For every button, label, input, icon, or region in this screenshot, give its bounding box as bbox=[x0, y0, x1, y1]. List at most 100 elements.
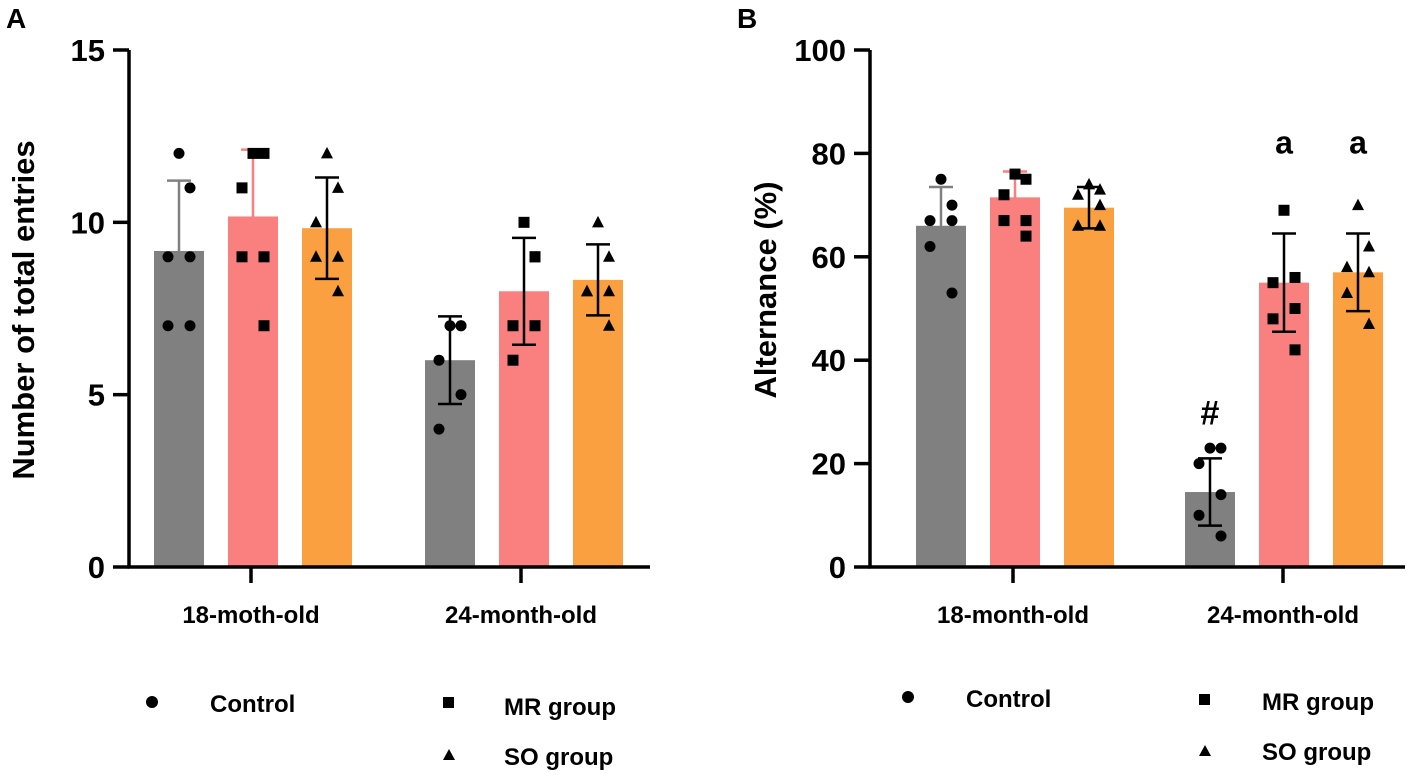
pa-point-mr-1-3 bbox=[529, 320, 541, 332]
pb-bar-so-1 bbox=[1333, 272, 1383, 567]
pa-point-control-1-3 bbox=[455, 389, 467, 401]
pa-point-control-0-0 bbox=[173, 147, 185, 159]
pa-point-control-0-4 bbox=[162, 320, 174, 332]
pa-y-tick-label-10: 10 bbox=[71, 205, 105, 240]
pa-point-mr-1-4 bbox=[507, 354, 519, 366]
pa-point-control-1-5 bbox=[455, 320, 467, 332]
pb-point-so-0-5 bbox=[1094, 219, 1106, 231]
pb-point-so-1-4 bbox=[1341, 286, 1353, 298]
panel-b: B Alternance (%) 0 20 40 60 80 100 18-month-ol… bbox=[737, 3, 1405, 766]
pb-y-tick-label-100: 100 bbox=[794, 33, 846, 68]
panel-letter-a: A bbox=[6, 3, 26, 34]
plot-area-a: 0 5 10 15 18-moth-old 24-month-old bbox=[71, 33, 650, 629]
pb-point-mr-0-3 bbox=[1020, 215, 1032, 227]
pb-point-mr-0-4 bbox=[998, 215, 1010, 227]
pb-point-control-0-4 bbox=[924, 240, 936, 252]
pb-point-mr-0-0 bbox=[1009, 168, 1021, 180]
pb-y-tick-label-60: 60 bbox=[812, 240, 846, 275]
pb-point-so-0-1 bbox=[1094, 183, 1106, 195]
pb-point-so-1-3 bbox=[1363, 265, 1375, 278]
pb-point-control-1-3 bbox=[1215, 489, 1227, 501]
pa-point-mr-0-5 bbox=[258, 320, 270, 332]
pa-point-control-1-2 bbox=[433, 354, 445, 366]
pb-point-so-1-2 bbox=[1341, 260, 1353, 273]
pa-point-mr-1-0 bbox=[518, 216, 530, 228]
pb-category-label-1: 24-month-old bbox=[1207, 602, 1359, 629]
pb-point-mr-1-3 bbox=[1289, 303, 1301, 314]
pb-point-so-0-4 bbox=[1072, 219, 1084, 231]
pb-point-so-0-2 bbox=[1072, 188, 1084, 200]
pa-point-control-1-0 bbox=[444, 320, 456, 332]
legend-a-so-label: SO group bbox=[504, 744, 613, 771]
pb-point-control-1-1 bbox=[1215, 442, 1227, 454]
legend-b-control-label: Control bbox=[966, 686, 1051, 713]
pa-bar-so-0 bbox=[302, 228, 352, 567]
pb-point-mr-1-4 bbox=[1267, 313, 1279, 325]
pb-point-control-0-3 bbox=[946, 215, 958, 227]
legend-a-control-label: Control bbox=[210, 691, 295, 718]
pa-category-label-0: 18-moth-old bbox=[182, 602, 319, 629]
pb-y-tick-label-80: 80 bbox=[812, 136, 846, 171]
pa-point-mr-0-4 bbox=[236, 251, 248, 263]
pb-point-so-1-1 bbox=[1363, 239, 1375, 252]
pb-point-control-0-2 bbox=[924, 215, 936, 227]
pb-point-mr-1-2 bbox=[1267, 277, 1279, 289]
legend-a-control-marker bbox=[146, 696, 158, 708]
pa-point-mr-1-5 bbox=[529, 251, 541, 263]
pa-y-tick-label-15: 15 bbox=[71, 33, 105, 68]
legend-b: Control MR group SO group bbox=[902, 686, 1374, 766]
pa-bar-so-1 bbox=[573, 279, 623, 567]
panel-letter-b: B bbox=[737, 3, 757, 34]
legend-b-so-label: SO group bbox=[1262, 739, 1371, 766]
pb-bar-control-0 bbox=[916, 225, 966, 567]
pa-point-mr-0-1 bbox=[258, 147, 270, 159]
pa-category-label-1: 24-month-old bbox=[445, 602, 597, 629]
pb-y-tick-label-0: 0 bbox=[829, 550, 846, 585]
pa-point-so-0-5 bbox=[332, 284, 344, 297]
pa-point-control-0-1 bbox=[184, 182, 196, 194]
pb-annotation-2: a bbox=[1349, 124, 1367, 160]
legend-b-mr-label: MR group bbox=[1262, 689, 1374, 716]
pa-y-tick-label-5: 5 bbox=[88, 378, 105, 413]
pa-point-control-1-4 bbox=[433, 423, 445, 435]
pb-point-control-0-0 bbox=[935, 173, 947, 185]
pa-point-so-0-1 bbox=[332, 181, 344, 193]
legend-a-mr-label: MR group bbox=[504, 694, 616, 721]
pb-point-mr-1-1 bbox=[1289, 271, 1301, 283]
pb-category-label-0: 18-month-old bbox=[937, 602, 1089, 629]
panel-a: A Number of total entries 0 5 10 15 18-moth-… bbox=[6, 3, 650, 771]
pa-point-so-1-1 bbox=[603, 250, 615, 262]
plot-area-b: 0 20 40 60 80 100 18-month-old 24-month-old # a a bbox=[794, 33, 1405, 629]
pa-point-so-0-0 bbox=[321, 146, 333, 159]
pa-point-so-1-0 bbox=[592, 215, 604, 228]
legend-a: Control MR group SO group bbox=[146, 691, 616, 771]
pb-bar-so-0 bbox=[1064, 207, 1114, 567]
pa-point-mr-0-2 bbox=[236, 182, 248, 194]
pb-point-mr-0-5 bbox=[1020, 230, 1032, 242]
pb-point-mr-0-2 bbox=[998, 189, 1010, 201]
pb-point-control-1-5 bbox=[1215, 530, 1227, 542]
pb-y-tick-label-20: 20 bbox=[812, 447, 846, 482]
pb-point-so-1-0 bbox=[1352, 198, 1364, 211]
pa-point-so-1-5 bbox=[603, 319, 615, 331]
pa-point-so-0-3 bbox=[332, 250, 344, 262]
pb-point-so-0-3 bbox=[1094, 198, 1106, 211]
pa-y-tick-label-0: 0 bbox=[88, 550, 105, 585]
pb-annotation-0: # bbox=[1201, 395, 1220, 433]
pa-point-mr-1-2 bbox=[507, 320, 519, 332]
pb-point-control-1-0 bbox=[1204, 442, 1216, 454]
pb-annotation-1: a bbox=[1275, 124, 1293, 160]
pb-point-mr-1-0 bbox=[1278, 204, 1290, 216]
legend-a-so-marker bbox=[443, 749, 455, 760]
pb-point-mr-1-5 bbox=[1289, 344, 1301, 356]
legend-b-so-marker bbox=[1199, 745, 1211, 756]
legend-b-control-marker bbox=[902, 691, 914, 703]
pb-bar-mr-0 bbox=[990, 197, 1040, 567]
legend-b-mr-marker bbox=[1199, 694, 1210, 705]
pb-point-control-1-2 bbox=[1193, 458, 1205, 470]
pa-point-mr-0-0 bbox=[247, 147, 259, 159]
pb-point-control-1-4 bbox=[1193, 509, 1205, 521]
pb-point-so-1-5 bbox=[1363, 317, 1375, 330]
legend-a-mr-marker bbox=[443, 697, 454, 708]
